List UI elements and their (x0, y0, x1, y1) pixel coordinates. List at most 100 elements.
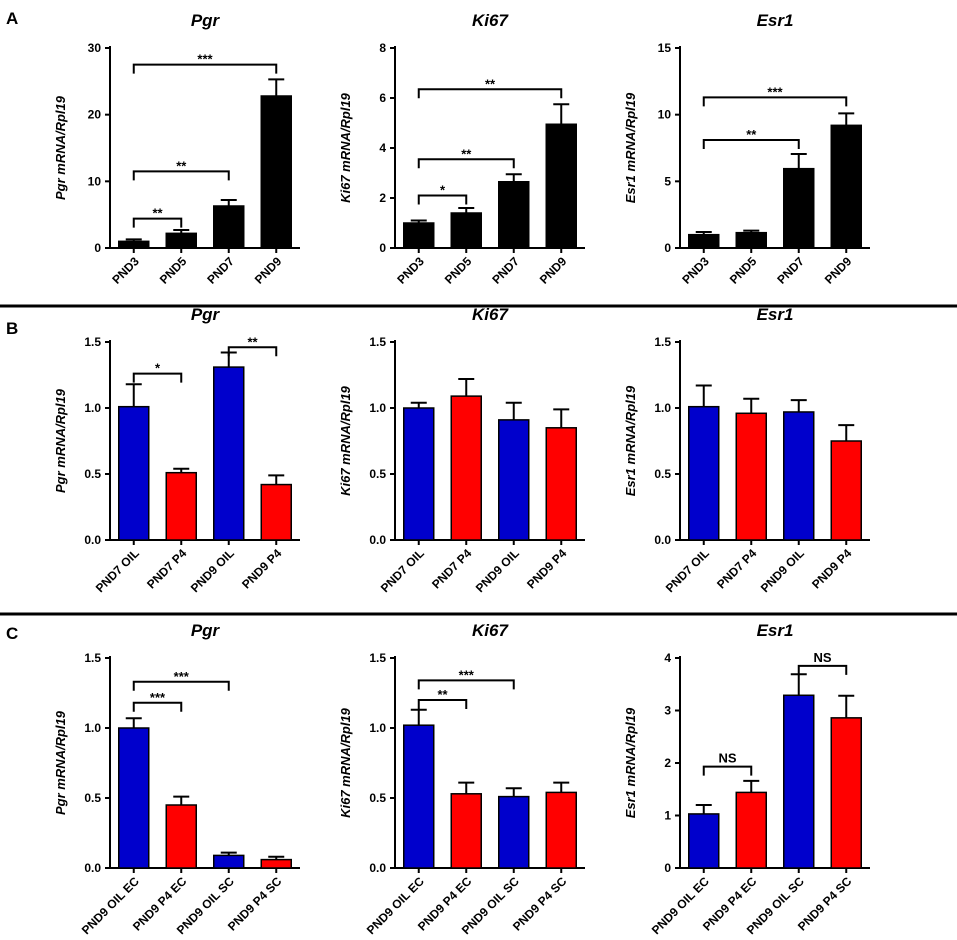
chart-c-pgr-sig-label: *** (150, 690, 166, 705)
chart-b-pgr-ytick-label: 0.5 (84, 467, 101, 481)
chart-b-pgr-bar (118, 405, 150, 541)
chart-b-ki67-category-label: PND7 P4 (429, 546, 475, 592)
chart-a-ki67-title: Ki67 (472, 11, 509, 30)
chart-a-ki67-bar (450, 212, 482, 249)
chart-a-pgr-category-label: PND7 (204, 254, 237, 287)
chart-c-ki67-sig-label: ** (437, 687, 448, 702)
chart-b-esr1-bar (688, 405, 720, 541)
chart-c-esr1-bar (688, 813, 720, 869)
chart-a-esr1-ytick-label: 5 (664, 174, 671, 188)
chart-a-pgr-sig-label: ** (152, 206, 163, 221)
chart-c-esr1-ytick-label: 4 (664, 651, 671, 665)
chart-a-pgr-bar (118, 240, 150, 249)
chart-a-esr1-ytick-label: 15 (658, 41, 672, 55)
chart-b-esr1-ytick-label: 0.5 (654, 467, 671, 481)
chart-a-ki67: Ki67 Ki67 mRNA/Rpl19 0 2 4 6 8 PND3 PND5 PND7 PND9… (338, 11, 585, 287)
chart-c-pgr-bar (118, 727, 150, 869)
chart-a-pgr-bar (165, 232, 197, 249)
chart-a-esr1-sig-label: ** (746, 127, 757, 142)
chart-b-ki67-ytick-label: 1.0 (369, 401, 386, 415)
chart-a-ki67-ytick-label: 4 (379, 141, 386, 155)
chart-a-ki67-bar (498, 181, 530, 249)
chart-b-esr1-category-label: PND9 OIL (758, 546, 807, 595)
chart-c-esr1-ytick-label: 1 (664, 809, 671, 823)
chart-a-pgr-ytick-label: 30 (88, 41, 102, 55)
chart-c-pgr-bar (260, 858, 292, 869)
chart-b-ki67-ytick-label: 1.5 (369, 335, 386, 349)
chart-b-esr1-bar (735, 412, 767, 541)
chart-c-pgr-ytick-label: 1.0 (84, 721, 101, 735)
chart-b-pgr-category-label: PND7 OIL (93, 546, 142, 595)
chart-c-ki67-bar (498, 795, 530, 869)
chart-a-ki67-sig-label: * (440, 183, 446, 198)
chart-b-esr1-ytick-label: 1.5 (654, 335, 671, 349)
chart-c-ki67-bar (403, 724, 435, 869)
chart-a-esr1-sig-label: *** (767, 84, 783, 99)
panel-label-a: A (6, 9, 18, 28)
chart-a-esr1-ytick-label: 0 (664, 241, 671, 255)
chart-b-ki67-title: Ki67 (472, 305, 509, 324)
chart-a-ki67-sig-label: ** (485, 76, 496, 91)
chart-a-pgr-sig-bracket (132, 170, 230, 181)
chart-b-esr1-category-label: PND7 OIL (663, 546, 712, 595)
panel-label-c: C (6, 624, 18, 643)
chart-a-ki67-sig-bracket (417, 194, 468, 205)
chart-c-pgr-sig-bracket (132, 701, 183, 712)
chart-a-pgr-sig-label: *** (197, 52, 213, 67)
chart-a-esr1-ytick-label: 10 (658, 108, 672, 122)
chart-b-esr1-ytick-label: 1.0 (654, 401, 671, 415)
chart-b-pgr-bar (213, 366, 245, 541)
chart-a-pgr-sig-bracket (132, 217, 183, 228)
chart-a-ki67-ytick-label: 8 (379, 41, 386, 55)
chart-a-pgr-ylabel: Pgr mRNA/Rpl19 (53, 95, 68, 200)
chart-b-pgr-bar (165, 471, 197, 541)
chart-a-ki67-sig-bracket (417, 158, 515, 169)
chart-a-esr1-category-label: PND3 (679, 254, 712, 287)
chart-c-ki67-ytick-label: 1.5 (369, 651, 386, 665)
chart-a-pgr-ytick-label: 10 (88, 174, 102, 188)
chart-a-ki67-bar (545, 123, 577, 249)
chart-a-pgr-ytick-label: 20 (88, 108, 102, 122)
chart-a-ki67-category-label: PND3 (394, 254, 427, 287)
chart-b-esr1-category-label: PND9 P4 (809, 546, 855, 592)
chart-b-pgr-sig-bracket (132, 372, 183, 383)
chart-a-esr1: Esr1 Esr1 mRNA/Rpl19 0 5 10 15 PND3 PND5 PND7 PND… (623, 11, 870, 287)
chart-c-ki67-sig-bracket (417, 699, 468, 709)
chart-c-pgr-ytick-label: 1.5 (84, 651, 101, 665)
chart-b-esr1-ylabel: Esr1 mRNA/Rpl19 (623, 385, 638, 496)
chart-c-esr1-title: Esr1 (757, 621, 794, 640)
chart-c-pgr-ytick-label: 0.0 (84, 861, 101, 875)
chart-a-pgr-category-label: PND3 (109, 254, 142, 287)
chart-c-ki67-ylabel: Ki67 mRNA/Rpl19 (338, 707, 353, 818)
chart-b-esr1-category-label: PND7 P4 (714, 546, 760, 592)
chart-c-esr1-ytick-label: 3 (664, 704, 671, 718)
chart-a-esr1-category-label: PND7 (774, 254, 807, 287)
chart-a-ki67-category-label: PND9 (537, 254, 570, 287)
chart-b-pgr-bar (260, 483, 292, 541)
chart-c-esr1-bar (735, 791, 767, 869)
chart-c-pgr-title: Pgr (191, 621, 221, 640)
chart-a-esr1-bar (688, 233, 720, 249)
chart-a-esr1-bar (783, 167, 815, 249)
chart-a-pgr-category-label: PND5 (157, 254, 190, 287)
chart-a-ki67-sig-label: ** (461, 146, 472, 161)
chart-a-pgr-ytick-label: 0 (94, 241, 101, 255)
chart-c-pgr-ylabel: Pgr mRNA/Rpl19 (53, 710, 68, 815)
chart-b-pgr-ytick-label: 1.5 (84, 335, 101, 349)
chart-a-ki67-bar (403, 222, 435, 249)
chart-a-ki67-ylabel: Ki67 mRNA/Rpl19 (338, 92, 353, 203)
chart-b-ki67-category-label: PND7 OIL (378, 546, 427, 595)
chart-b-ki67-bar (498, 419, 530, 541)
chart-a-esr1-sig-bracket (702, 96, 848, 107)
chart-b-pgr-sig-bracket (227, 346, 278, 357)
chart-c-pgr-bar (165, 804, 197, 869)
chart-b-ki67-category-label: PND9 OIL (473, 546, 522, 595)
chart-c-ki67-sig-label: *** (459, 667, 475, 682)
chart-a-esr1-bar (830, 124, 862, 249)
chart-c-esr1-ytick-label: 0 (664, 861, 671, 875)
